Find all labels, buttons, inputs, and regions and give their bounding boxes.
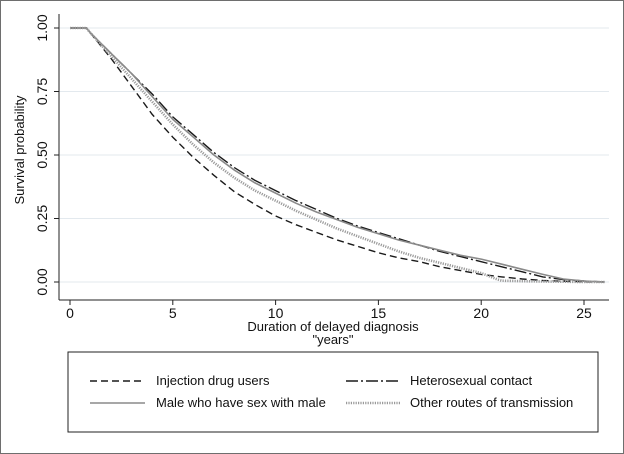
legend: Injection drug users Heterosexual contac… [67, 351, 599, 433]
legend-label-other-routes: Other routes of transmission [410, 395, 573, 410]
y-axis-label: Survival probability [12, 95, 27, 205]
series-line-msm [70, 27, 605, 283]
y-tick-label: 0.25 [34, 205, 50, 232]
x-tick-label: 20 [473, 305, 489, 321]
x-tick-label: 0 [66, 305, 74, 321]
y-tick-label: 1.00 [34, 14, 50, 41]
x-tick-label: 25 [576, 305, 592, 321]
series-lines [70, 26, 605, 284]
y-tick-label: 0.50 [34, 141, 50, 168]
legend-label-msm: Male who have sex with male [156, 395, 326, 410]
x-tick-label: 10 [268, 305, 284, 321]
legend-label-heterosexual-contact: Heterosexual contact [410, 373, 533, 388]
legend-label-injection-drug-users: Injection drug users [156, 373, 270, 388]
x-tick-label: 15 [371, 305, 387, 321]
x-axis-ticks: 0 5 10 15 20 25 [66, 300, 592, 321]
x-tick-label: 5 [169, 305, 177, 321]
legend-box [67, 351, 599, 433]
series-line-injection-drug-users [70, 27, 605, 283]
plot-area [59, 14, 609, 300]
x-axis-label-units: "years" [312, 332, 353, 347]
y-tick-label: 0.00 [34, 268, 50, 295]
series-line-heterosexual-contact [70, 27, 605, 283]
x-axis-label: Duration of delayed diagnosis [247, 319, 419, 334]
y-axis-ticks: 0.00 0.25 0.50 0.75 1.00 [34, 14, 59, 296]
y-tick-label: 0.75 [34, 78, 50, 105]
